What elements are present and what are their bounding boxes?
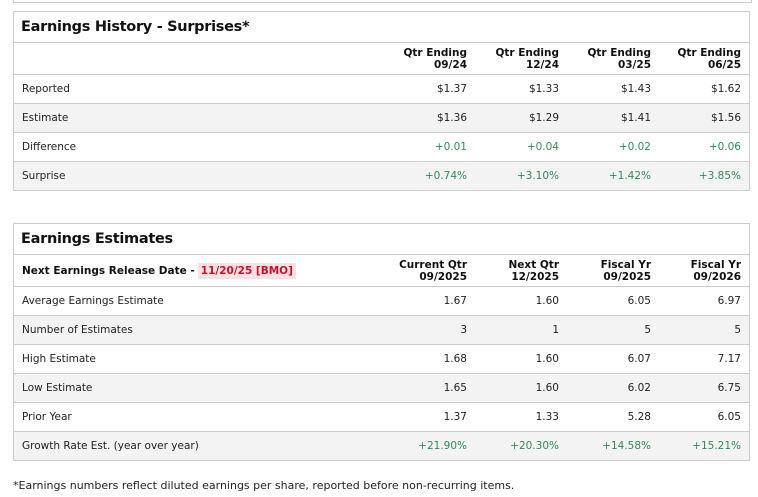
cell-value: +0.06 [659, 132, 749, 162]
cell-value: 6.05 [659, 402, 749, 432]
column-header-line1: Qtr Ending [403, 46, 467, 59]
section-title: Earnings History - Surprises* [14, 12, 749, 43]
column-header-line2: 09/2026 [693, 270, 741, 283]
row-label: Number of Estimates [14, 315, 383, 345]
release-date-badge: 11/20/25 [BMO] [197, 262, 296, 279]
release-label: Next Earnings Release Date - [22, 264, 195, 277]
table-row: Low Estimate 1.65 1.60 6.02 6.75 [14, 373, 749, 403]
column-header: Next Qtr 12/2025 [475, 255, 567, 287]
cell-value: 1.67 [383, 286, 475, 316]
cell-value: 5.28 [567, 402, 659, 432]
column-header-line1: Qtr Ending [495, 46, 559, 59]
row-label: Average Earnings Estimate [14, 286, 383, 316]
table-row: Number of Estimates 3 1 5 5 [14, 315, 749, 345]
column-header-line2: 03/25 [617, 58, 651, 71]
column-header: Current Qtr 09/2025 [383, 255, 475, 287]
table-row: Difference +0.01 +0.04 +0.02 +0.06 [14, 132, 749, 162]
cell-value: 5 [567, 315, 659, 345]
cell-value: 6.75 [659, 373, 749, 403]
column-header-line1: Fiscal Yr [600, 258, 651, 271]
row-label: Prior Year [14, 402, 383, 432]
cell-value: 1 [475, 315, 567, 345]
cell-value: 1.37 [383, 402, 475, 432]
column-header-line2: 09/2025 [419, 270, 467, 283]
table-row: High Estimate 1.68 1.60 6.07 7.17 [14, 344, 749, 374]
row-label: High Estimate [14, 344, 383, 374]
earnings-estimates-table: Earnings Estimates Next Earnings Release… [13, 223, 750, 461]
cell-value: +21.90% [383, 431, 475, 460]
table-row: Average Earnings Estimate 1.67 1.60 6.05 6.9… [14, 286, 749, 316]
previous-section-border [13, 0, 752, 3]
table-row: Reported $1.37 $1.33 $1.43 $1.62 [14, 74, 749, 104]
cell-value: $1.33 [475, 74, 567, 104]
cell-value: 6.02 [567, 373, 659, 403]
column-header-line2: 06/25 [707, 58, 741, 71]
cell-value: 6.05 [567, 286, 659, 316]
row-label: Estimate [14, 103, 383, 133]
column-header-line2: 12/24 [525, 58, 559, 71]
earnings-history-table: Earnings History - Surprises* Qtr Ending… [13, 11, 750, 191]
cell-value: 7.17 [659, 344, 749, 374]
cell-value: +3.10% [475, 161, 567, 190]
column-header-line1: Qtr Ending [587, 46, 651, 59]
cell-value: +3.85% [659, 161, 749, 190]
next-release: Next Earnings Release Date -11/20/25 [BM… [14, 255, 383, 287]
cell-value: +0.01 [383, 132, 475, 162]
column-header: Qtr Ending 09/24 [383, 43, 475, 75]
cell-value: +1.42% [567, 161, 659, 190]
row-label: Difference [14, 132, 383, 162]
section-title: Earnings Estimates [14, 224, 749, 255]
cell-value: 1.33 [475, 402, 567, 432]
cell-value: +15.21% [659, 431, 749, 460]
table-row: Growth Rate Est. (year over year) +21.90%… [14, 431, 749, 460]
cell-value: 6.07 [567, 344, 659, 374]
column-header: Qtr Ending 06/25 [659, 43, 749, 75]
column-header: Qtr Ending 03/25 [567, 43, 659, 75]
column-header-line1: Qtr Ending [677, 46, 741, 59]
cell-value: 3 [383, 315, 475, 345]
table-row: Prior Year 1.37 1.33 5.28 6.05 [14, 402, 749, 432]
cell-value: 1.60 [475, 344, 567, 374]
row-label: Low Estimate [14, 373, 383, 403]
cell-value: 1.60 [475, 373, 567, 403]
table-row: Estimate $1.36 $1.29 $1.41 $1.56 [14, 103, 749, 133]
cell-value: $1.29 [475, 103, 567, 133]
row-label: Growth Rate Est. (year over year) [14, 431, 383, 460]
column-header: Fiscal Yr 09/2025 [567, 255, 659, 287]
row-label: Reported [14, 74, 383, 104]
cell-value: +0.02 [567, 132, 659, 162]
cell-value: 1.60 [475, 286, 567, 316]
cell-value: $1.62 [659, 74, 749, 104]
cell-value: +0.74% [383, 161, 475, 190]
footnote: *Earnings numbers reflect diluted earnin… [13, 479, 515, 492]
cell-value: $1.41 [567, 103, 659, 133]
cell-value: $1.37 [383, 74, 475, 104]
cell-value: 5 [659, 315, 749, 345]
cell-value: $1.56 [659, 103, 749, 133]
cell-value: +20.30% [475, 431, 567, 460]
column-header: Fiscal Yr 09/2026 [659, 255, 749, 287]
column-header-line1: Fiscal Yr [690, 258, 741, 271]
cell-value: 6.97 [659, 286, 749, 316]
column-header-line2: 09/24 [433, 58, 467, 71]
cell-value: +14.58% [567, 431, 659, 460]
column-header-line2: 09/2025 [603, 270, 651, 283]
column-header: Qtr Ending 12/24 [475, 43, 567, 75]
cell-value: 1.65 [383, 373, 475, 403]
column-header-line2: 12/2025 [511, 270, 559, 283]
cell-value: +0.04 [475, 132, 567, 162]
cell-value: $1.43 [567, 74, 659, 104]
cell-value: $1.36 [383, 103, 475, 133]
row-label: Surprise [14, 161, 383, 190]
cell-value: 1.68 [383, 344, 475, 374]
table-row: Surprise +0.74% +3.10% +1.42% +3.85% [14, 161, 749, 190]
column-header-line1: Current Qtr [399, 258, 467, 271]
column-header-line1: Next Qtr [508, 258, 559, 271]
